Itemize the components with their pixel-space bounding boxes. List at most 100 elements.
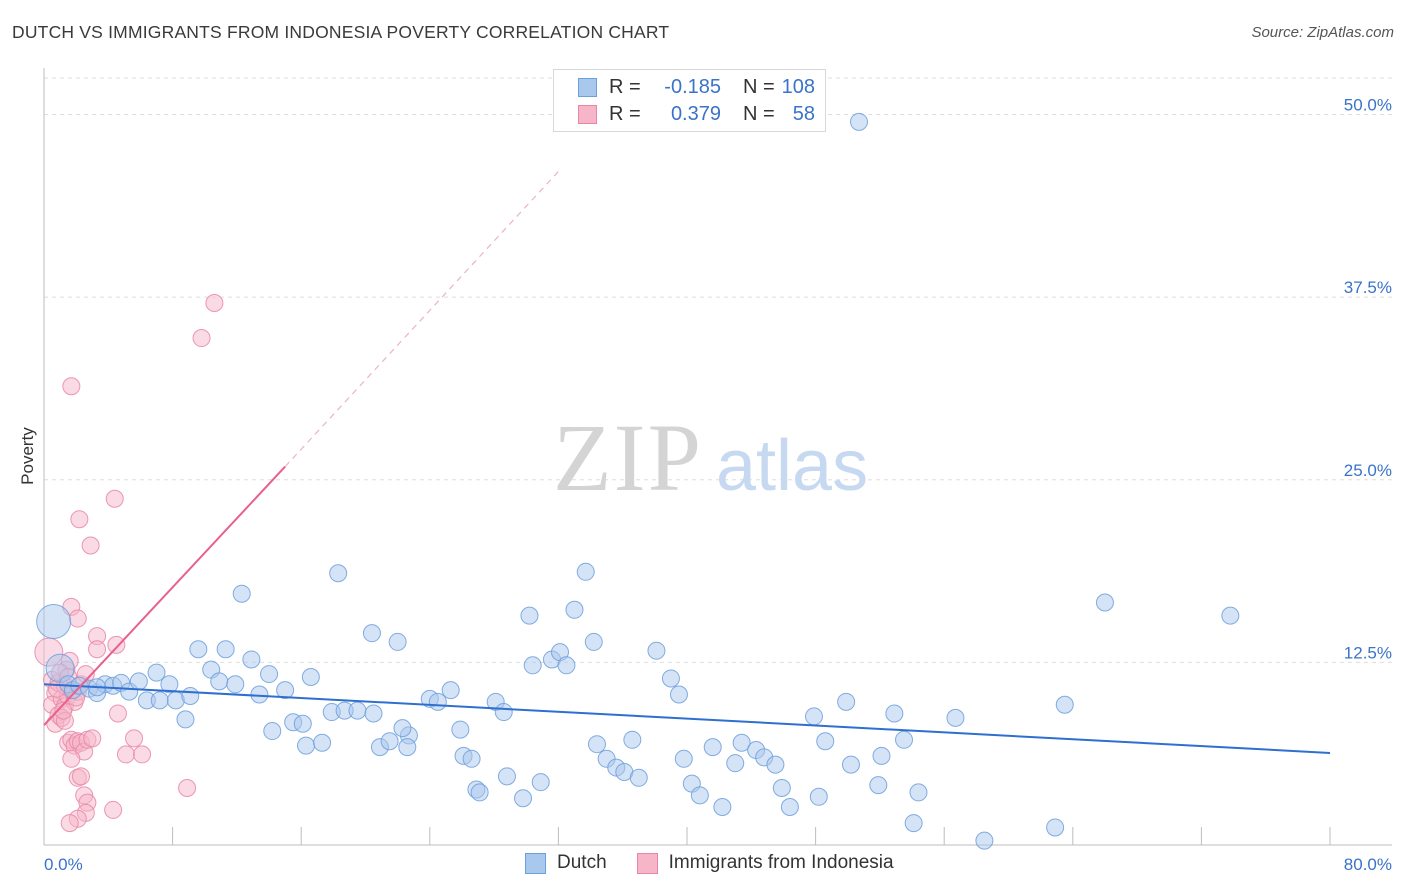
legend-n-value: 108: [781, 75, 815, 98]
source-label: Source: ZipAtlas.com: [1251, 24, 1394, 41]
legend-row-dutch: R = -0.185 N = 108: [578, 75, 815, 99]
dutch-point: [216, 640, 235, 659]
indonesia-point: [133, 745, 152, 764]
dutch-point: [388, 632, 407, 651]
indonesia-point: [83, 729, 102, 748]
indonesia-point: [62, 377, 81, 396]
dutch-point: [260, 665, 279, 684]
indonesia-point: [54, 701, 73, 720]
dutch-point: [726, 754, 745, 773]
grid-lines: [44, 77, 1392, 663]
stats-legend: R = -0.185 N = 108 R = 0.379 N = 58: [553, 69, 826, 132]
legend-r-value: 0.379: [670, 102, 721, 125]
dutch-point: [514, 789, 533, 808]
legend-item-indonesia[interactable]: Immigrants from Indonesia: [636, 852, 894, 874]
dutch-point: [520, 606, 539, 625]
legend-n-label: N =: [743, 75, 775, 98]
dutch-point: [946, 708, 965, 727]
dutch-point: [713, 798, 732, 817]
dutch-point: [129, 672, 148, 691]
indonesia-point: [125, 729, 144, 748]
chart-title: DUTCH VS IMMIGRANTS FROM INDONESIA POVER…: [12, 22, 670, 42]
legend-item-dutch[interactable]: Dutch: [525, 852, 607, 874]
dutch-point: [557, 656, 576, 675]
dutch-point: [629, 768, 648, 787]
dutch-point: [329, 564, 348, 583]
legend-label-indonesia: Immigrants from Indonesia: [668, 852, 894, 873]
dutch-point: [647, 641, 666, 660]
dutch-point: [531, 773, 550, 792]
dutch-point: [441, 681, 460, 700]
dutch-point: [147, 663, 166, 682]
dutch-point: [293, 714, 312, 733]
dutch-point: [584, 632, 603, 651]
watermark-zip: ZIP: [553, 404, 703, 511]
indonesia-point: [105, 489, 124, 508]
indonesia-point: [70, 510, 89, 529]
dutch-point: [703, 738, 722, 757]
dutch-point: [176, 710, 195, 729]
dutch-point: [181, 686, 200, 705]
dutch-point: [380, 732, 399, 751]
dutch-point: [565, 600, 584, 619]
dutch-point: [226, 675, 245, 694]
legend-n-value: 58: [792, 102, 815, 125]
dutch-point: [210, 672, 229, 691]
legend-n-label: N =: [743, 102, 775, 125]
dutch-point: [841, 755, 860, 774]
y-tick-label: 50.0%: [1344, 96, 1392, 115]
indonesia-point: [108, 704, 127, 723]
dutch-point: [189, 640, 208, 659]
y-tick-label: 25.0%: [1344, 461, 1392, 480]
dutch-point: [276, 681, 295, 700]
trend-line-indonesia: [43, 465, 286, 726]
y-axis-label: Poverty: [18, 427, 37, 485]
tick-labels: 12.5% 25.0% 37.5% 50.0% 0.0% 80.0%: [44, 96, 1392, 874]
dutch-point: [242, 650, 261, 669]
dutch-point: [780, 798, 799, 817]
series-legend: Dutch Immigrants from Indonesia: [525, 852, 924, 874]
dutch-point: [885, 704, 904, 723]
legend-swatch-indonesia: [636, 852, 658, 874]
legend-r-label: R =: [609, 102, 641, 125]
dutch-point: [809, 787, 828, 806]
y-tick-label: 37.5%: [1344, 278, 1392, 297]
legend-label-dutch: Dutch: [557, 852, 607, 873]
dutch-point: [804, 707, 823, 726]
dutch-point: [772, 779, 791, 798]
indonesia-point: [68, 609, 87, 628]
indonesia-point: [104, 800, 123, 819]
watermark: ZIP atlas: [553, 404, 868, 511]
indonesia-point: [81, 536, 100, 555]
dutch-point: [975, 831, 994, 850]
trend-line-dutch: [43, 683, 1331, 754]
dutch-point: [587, 735, 606, 754]
legend-swatch-dutch: [578, 77, 597, 97]
dutch-point: [36, 603, 72, 639]
dutch-point: [160, 675, 179, 694]
dutch-point: [313, 733, 332, 752]
dutch-point: [494, 703, 513, 722]
dutch-point: [263, 722, 282, 741]
dutch-point: [909, 783, 928, 802]
indonesia-point: [107, 635, 126, 654]
indonesia-point: [205, 293, 224, 312]
dutch-point: [732, 733, 751, 752]
dutch-point: [497, 767, 516, 786]
dutch-point: [895, 730, 914, 749]
dutch-point: [232, 584, 251, 603]
dutch-point: [661, 669, 680, 688]
dutch-point: [837, 692, 856, 711]
dutch-point: [690, 786, 709, 805]
dutch-point: [1055, 695, 1074, 714]
dutch-point: [398, 738, 417, 757]
dutch-point: [1095, 593, 1114, 612]
indonesia-point: [60, 814, 79, 833]
dutch-point: [301, 667, 320, 686]
dutch-point: [623, 730, 642, 749]
axes: [43, 68, 1392, 846]
dutch-point: [869, 776, 888, 795]
dutch-point: [1046, 818, 1065, 837]
dutch-point: [850, 112, 869, 131]
